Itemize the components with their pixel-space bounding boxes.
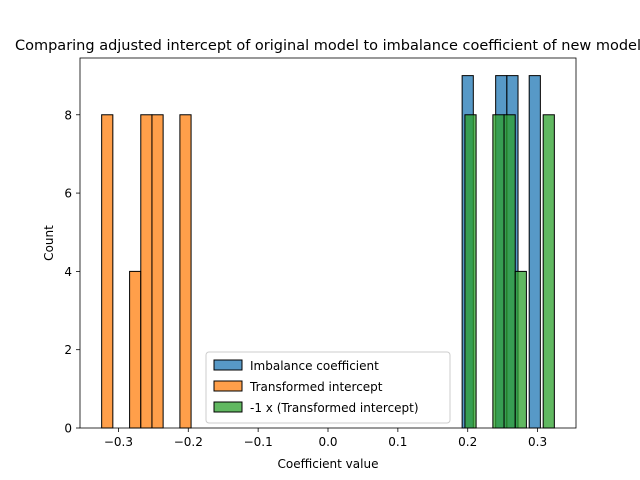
x-tick-label: −0.1 [244,435,273,449]
x-tick-label: 0.2 [458,435,477,449]
x-tick-label: 0.0 [318,435,337,449]
y-tick-label: 8 [64,108,72,122]
y-tick-label: 6 [64,187,72,201]
y-tick-label: 0 [64,422,72,436]
y-tick-label: 4 [64,265,72,279]
plot-frame [79,57,577,429]
bar-series-1-bin-0 [101,114,114,429]
x-tick-label: 0.3 [528,435,547,449]
chart-title: Comparing adjusted intercept of original… [15,38,640,54]
bar-series-2-bin-2 [503,114,516,429]
bar-series-0-bin-3 [528,75,541,429]
bar-series-1-bin-3 [151,114,164,429]
y-tick-label: 2 [64,343,72,357]
axes-layer: −0.3 −0.2 −0.1 0.0 0.1 0.2 0.3 0 2 4 6 8 [64,108,547,449]
x-axis-label: Coefficient value [278,457,379,471]
x-tick-label: −0.2 [174,435,203,449]
bar-series-2-bin-4 [542,114,555,429]
bar-series-1-bin-1 [129,270,142,429]
x-tick-label: −0.3 [104,435,133,449]
legend-swatch [213,401,243,413]
legend-label: Transformed intercept [249,380,383,394]
legend-label: -1 x (Transformed intercept) [250,401,419,415]
bar-series-1-bin-4 [179,114,192,429]
bar-series-2-bin-0 [464,114,477,429]
bar-series-2-bin-3 [514,270,527,429]
legend-box [205,351,451,424]
legend-label: Imbalance coefficient [250,359,379,373]
bar-series-2-bin-1 [492,114,505,429]
legend-swatch [213,380,243,392]
legend: Imbalance coefficient Transformed interce… [205,351,451,424]
y-axis-label: Count [42,225,56,261]
x-tick-label: 0.1 [388,435,407,449]
legend-swatch [213,359,243,371]
bar-series-1-bin-2 [140,114,153,429]
